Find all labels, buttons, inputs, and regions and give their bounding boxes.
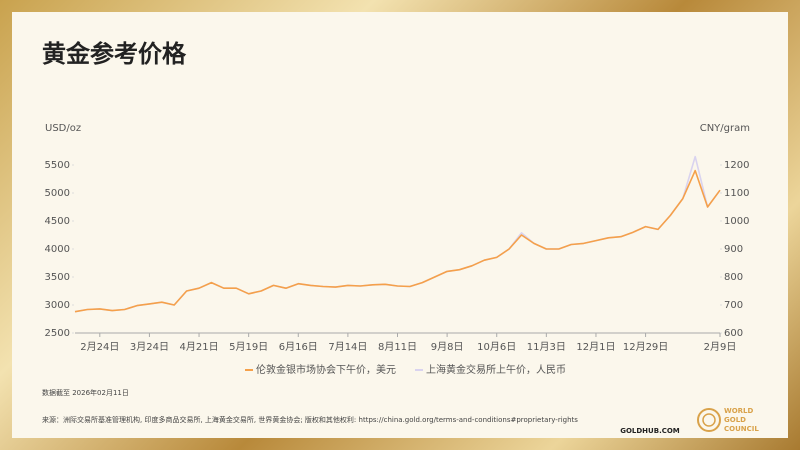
x-tick-label: 11月3日 [527,341,566,353]
x-tick-label: 4月21日 [179,341,218,353]
y2-tick-label: 700 [724,300,743,311]
logo-text: COUNCIL [724,425,759,433]
y-tick-label: 5000 [45,188,70,199]
x-tick-label: 2月9日 [704,341,737,353]
x-tick-label: 7月14日 [328,341,367,353]
x-tick-label: 2月24日 [80,341,119,353]
site: GOLDHUB.COM [620,427,680,435]
logo-text: GOLD [724,416,746,424]
slide-panel [12,12,788,438]
series-line [74,169,721,313]
y2-axis-label: CNY/gram [700,123,750,134]
x-tick-label: 8月11日 [378,341,417,353]
y-tick-label: 4000 [45,244,70,255]
y2-tick-label: 800 [724,272,743,283]
y2-tick-label: 1100 [724,188,749,199]
source: 来源：洲际交易所基准管理机构, 印度多商品交易所, 上海黄金交易所, 世界黄金协… [42,415,578,424]
logo-mark-inner [702,413,716,427]
note: 数据截至 2026年02月11日 [42,388,129,397]
y-tick-label: 3500 [45,272,70,283]
y2-tick-label: 900 [724,244,743,255]
logo-text: WORLD [724,407,754,415]
x-tick-label: 9月8日 [431,341,464,353]
y2-tick-label: 1000 [724,216,749,227]
x-tick-label: 5月19日 [229,341,268,353]
y-tick-label: 3000 [45,300,70,311]
x-tick-label: 3月24日 [130,341,169,353]
x-tick-label: 6月16日 [279,341,318,353]
y-axis-label: USD/oz [45,123,81,134]
y-tick-label: 2500 [45,328,70,339]
y-tick-label: 4500 [45,216,70,227]
x-tick-label: 12月1日 [576,341,615,353]
chart-title: 黄金参考价格 [42,40,187,68]
y2-tick-label: 600 [724,328,743,339]
x-tick-label: 12月29日 [623,341,668,353]
legend-label: 上海黄金交易所上午价，人民币 [426,363,566,376]
y-tick-label: 5500 [45,160,70,171]
legend-label: 伦敦金银市场协会下午价，美元 [256,363,396,376]
logo-mark [697,408,721,432]
x-tick-label: 10月6日 [477,341,516,353]
series-line [74,155,721,313]
y2-tick-label: 1200 [724,160,749,171]
